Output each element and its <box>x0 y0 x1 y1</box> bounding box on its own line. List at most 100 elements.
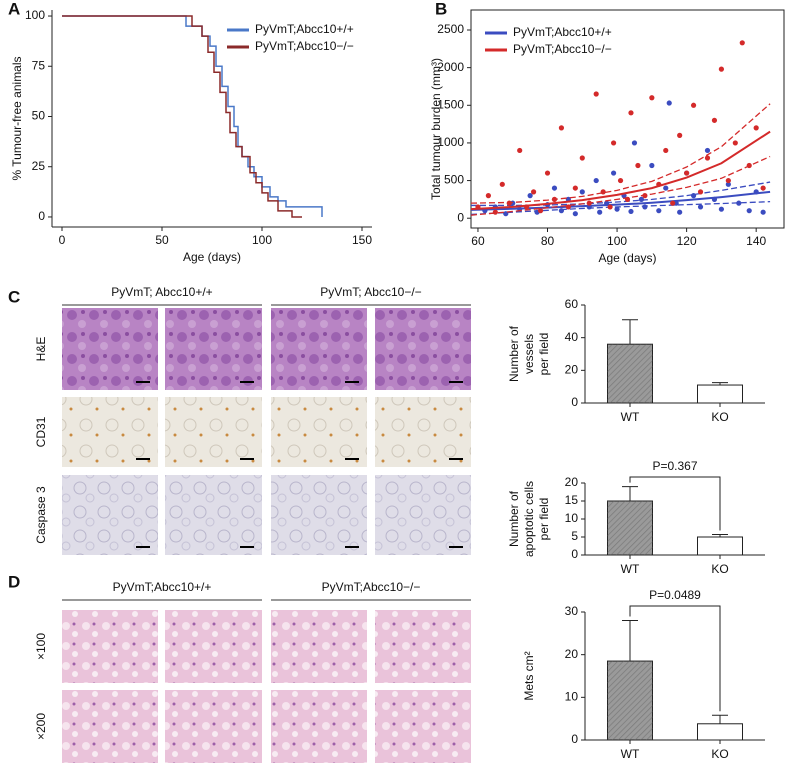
survival-line <box>62 15 302 218</box>
scatter-point <box>631 140 638 146</box>
bar <box>697 723 743 741</box>
row-label: H&E <box>34 337 48 362</box>
y-tick-label: 20 <box>565 647 579 661</box>
y-tick-label: 1500 <box>437 97 464 111</box>
x-tick-label: 60 <box>471 234 485 248</box>
fit-ci <box>470 201 771 216</box>
row-label: Caspase 3 <box>34 486 48 544</box>
column-label: PyVmT; Abcc10+/+ <box>111 285 212 299</box>
scatter-point <box>736 200 742 206</box>
scatter-point <box>579 189 585 195</box>
micrograph <box>62 690 158 763</box>
scatter-point <box>485 193 491 199</box>
micrograph <box>62 610 158 683</box>
x-tick-label: KO <box>711 410 728 424</box>
panel-label: B <box>435 0 447 18</box>
legend-label: PyVmT;Abcc10+/+ <box>255 22 354 36</box>
micrograph <box>271 610 367 683</box>
scatter-point <box>666 100 672 106</box>
x-tick-label: 80 <box>541 234 555 248</box>
y-tick-label: 25 <box>32 159 46 173</box>
scatter-point <box>704 155 711 161</box>
p-value: P=0.0489 <box>649 588 701 602</box>
x-tick-label: 0 <box>59 233 66 247</box>
y-tick-label: 20 <box>565 475 579 489</box>
scatter-point <box>753 125 759 131</box>
scatter-point <box>663 147 669 154</box>
x-axis-label: Age (days) <box>183 250 241 264</box>
y-tick-label: 0 <box>457 210 464 224</box>
micrograph <box>165 308 262 390</box>
scatter-point <box>531 189 537 195</box>
significance-bracket <box>629 605 721 712</box>
column-label: PyVmT; Abcc10−/− <box>320 285 421 299</box>
micrograph <box>271 475 367 555</box>
panel-label: A <box>8 0 20 18</box>
y-tick-label: 10 <box>565 690 579 704</box>
error-bar <box>712 533 728 537</box>
y-tick-label: 0 <box>38 209 45 223</box>
scatter-point <box>697 204 704 210</box>
micrograph <box>271 308 367 390</box>
y-axis-label: Number of <box>507 490 521 547</box>
x-tick-label: 50 <box>155 233 169 247</box>
scatter-point <box>635 162 641 169</box>
fit-ci <box>471 181 771 207</box>
scatter-point <box>597 209 603 215</box>
significance-bracket <box>629 476 721 531</box>
scatter-point <box>551 185 558 191</box>
scatter-point <box>593 177 599 184</box>
x-tick-label: 120 <box>677 234 697 248</box>
scatter-point <box>579 155 585 161</box>
y-axis-label: % Tumour-free animals <box>10 56 24 180</box>
bar <box>697 384 743 404</box>
micrograph <box>165 475 262 555</box>
micrograph <box>165 690 262 763</box>
panel-label: C <box>8 287 20 306</box>
scatter-point <box>506 200 512 206</box>
y-axis-label: vessels <box>522 334 536 374</box>
micrograph <box>375 690 471 763</box>
scatter-point <box>677 209 683 215</box>
scatter-point <box>670 200 676 206</box>
scatter-point <box>617 177 624 184</box>
fit-ci <box>470 155 771 216</box>
micrograph <box>375 308 471 390</box>
scatter-point <box>739 40 745 46</box>
bar-hatch <box>607 661 653 740</box>
scatter-point <box>527 193 533 199</box>
x-tick-label: 100 <box>607 234 627 248</box>
scatter-point <box>725 177 731 184</box>
scatter-point <box>760 209 766 215</box>
y-tick-label: 40 <box>565 330 579 344</box>
scatter-point <box>718 206 725 212</box>
x-axis-label: Age (days) <box>598 251 656 265</box>
scatter-point <box>544 170 551 176</box>
x-tick-label: 150 <box>352 233 372 247</box>
y-axis-label: per field <box>537 333 551 376</box>
scatter-point <box>718 66 725 72</box>
scatter-point <box>537 208 544 214</box>
y-tick-label: 1000 <box>437 135 464 149</box>
scatter-point <box>499 181 505 187</box>
fit-line <box>470 190 771 211</box>
x-tick-label: 140 <box>746 234 766 248</box>
scatter-point <box>760 185 766 191</box>
bar-hatch <box>607 344 653 403</box>
y-tick-label: 5 <box>571 529 578 543</box>
scatter-point <box>663 185 669 191</box>
y-tick-label: 100 <box>25 8 45 22</box>
scatter-point <box>558 125 565 131</box>
micrograph <box>165 610 262 683</box>
y-tick-label: 30 <box>565 604 579 618</box>
error-bar <box>622 319 638 345</box>
y-tick-label: 2500 <box>437 22 464 36</box>
column-label: PyVmT;Abcc10+/+ <box>113 580 212 594</box>
y-axis-label: Total tumour burden (mm³) <box>429 58 443 200</box>
scatter-point <box>517 147 523 154</box>
scatter-point <box>572 185 578 191</box>
fit-ci <box>470 103 771 204</box>
y-tick-label: 0 <box>571 547 578 561</box>
y-tick-label: 0 <box>571 732 578 746</box>
